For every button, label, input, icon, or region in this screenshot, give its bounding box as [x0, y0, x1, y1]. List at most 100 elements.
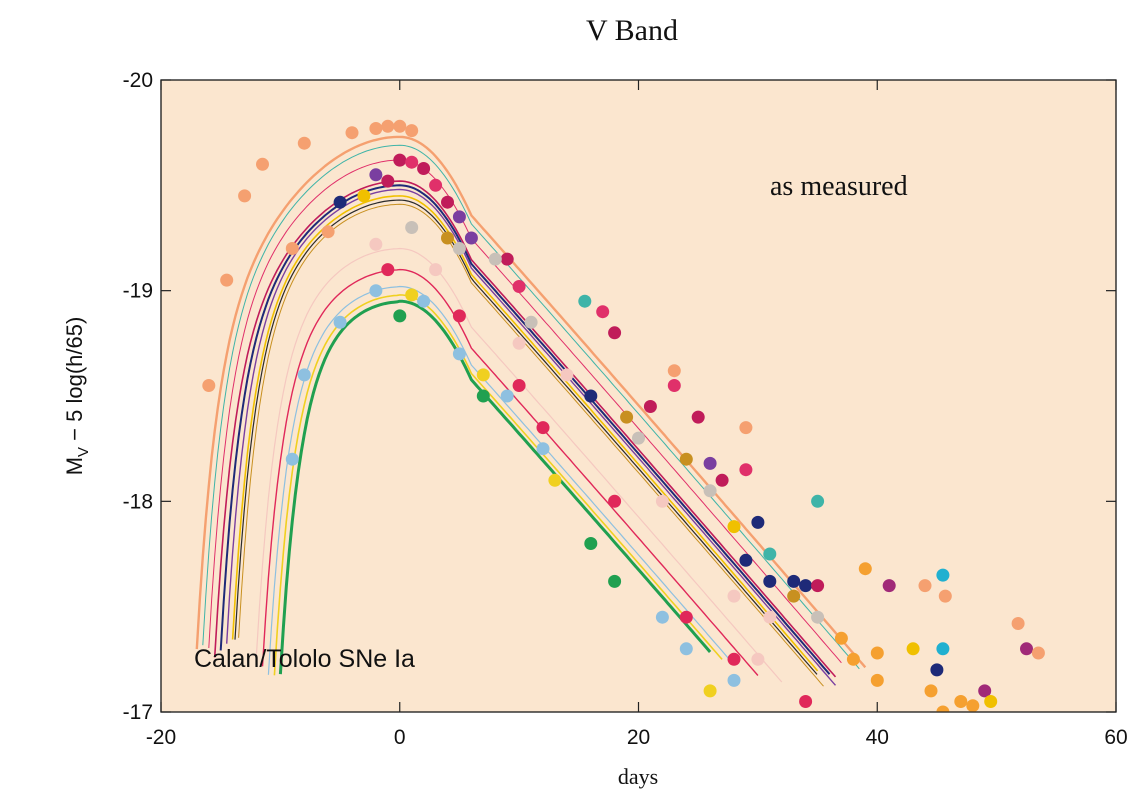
- data-point: [763, 610, 777, 624]
- light-curve-7: [234, 199, 818, 675]
- data-point: [870, 673, 884, 687]
- data-point: [679, 610, 693, 624]
- x-tick-label: 40: [866, 726, 889, 749]
- light-curve-12: [273, 294, 723, 676]
- light-curve-11: [267, 285, 735, 675]
- data-point: [369, 122, 383, 135]
- data-point: [739, 553, 753, 567]
- data-point: [333, 195, 347, 209]
- data-point: [297, 136, 311, 150]
- data-point: [333, 315, 347, 329]
- data-point: [256, 157, 269, 171]
- annotation-sample-label: Calan/Tololo SNe Ia: [194, 645, 415, 673]
- data-point: [608, 494, 622, 508]
- data-point: [620, 410, 634, 424]
- data-point: [787, 589, 801, 603]
- y-tick-label: -17: [123, 701, 153, 724]
- data-point: [846, 652, 860, 666]
- x-axis-label: days: [618, 764, 658, 789]
- data-point: [727, 673, 741, 687]
- x-tick-label: 60: [1104, 726, 1127, 749]
- y-label-sub: V: [75, 447, 92, 457]
- data-point: [727, 520, 741, 534]
- data-point: [799, 579, 813, 593]
- data-point: [691, 410, 705, 424]
- light-curve-6: [231, 195, 819, 672]
- data-point: [500, 389, 514, 403]
- annotation-as-measured: as measured: [770, 171, 908, 202]
- data-point: [739, 421, 753, 435]
- data-point: [321, 225, 335, 239]
- data-point: [936, 705, 950, 712]
- light-curve-13: [278, 299, 712, 675]
- data-point: [512, 280, 526, 293]
- data-point: [679, 452, 693, 466]
- data-point: [220, 273, 234, 287]
- data-point: [1020, 642, 1033, 656]
- data-point: [834, 631, 848, 645]
- data-point: [524, 315, 538, 329]
- data-point: [918, 579, 932, 593]
- plot-area: [160, 79, 1117, 713]
- light-curve-5: [226, 188, 837, 686]
- data-point: [667, 379, 681, 392]
- data-point: [787, 574, 801, 588]
- light-curve-8: [238, 203, 824, 687]
- data-point: [202, 379, 216, 392]
- y-label-main: M: [62, 457, 87, 475]
- y-axis-label: MV − 5 log(h/65): [62, 317, 92, 476]
- data-point: [381, 263, 395, 277]
- data-point: [297, 368, 311, 382]
- data-point: [452, 347, 466, 361]
- data-point: [763, 547, 777, 561]
- data-point: [978, 684, 992, 698]
- light-curve-0: [195, 135, 867, 669]
- data-point: [1031, 646, 1045, 660]
- data-point: [417, 162, 431, 175]
- data-point: [369, 284, 383, 298]
- data-point: [405, 221, 419, 234]
- data-point: [548, 473, 562, 487]
- data-point: [488, 252, 502, 266]
- data-point: [369, 237, 383, 251]
- data-point: [476, 389, 490, 403]
- data-point: [882, 579, 896, 593]
- x-tick-label: -20: [146, 726, 176, 749]
- data-point: [452, 309, 466, 323]
- data-point: [441, 195, 454, 209]
- data-point: [763, 574, 777, 588]
- data-point: [679, 642, 693, 656]
- data-point: [512, 379, 526, 392]
- data-point: [536, 421, 550, 435]
- data-point: [405, 288, 419, 302]
- data-point: [452, 210, 466, 224]
- data-point: [393, 153, 407, 167]
- data-point: [429, 178, 443, 192]
- data-point: [536, 442, 550, 456]
- data-point: [727, 589, 741, 603]
- data-point: [906, 642, 920, 656]
- data-point: [584, 537, 598, 550]
- data-point: [703, 684, 717, 698]
- data-point: [984, 695, 998, 708]
- data-point: [405, 155, 419, 169]
- y-tick-label: -19: [123, 280, 153, 303]
- data-point: [578, 294, 592, 308]
- data-point: [655, 610, 669, 624]
- data-point: [357, 189, 371, 203]
- data-point: [381, 119, 395, 133]
- data-point: [667, 364, 681, 378]
- y-tick-label: -20: [123, 69, 153, 92]
- data-point: [954, 695, 968, 708]
- data-point: [938, 589, 952, 603]
- data-point: [936, 642, 950, 656]
- data-point: [584, 389, 598, 403]
- data-point: [596, 305, 610, 319]
- data-point: [703, 456, 717, 470]
- data-point: [811, 610, 825, 624]
- data-point: [476, 368, 490, 382]
- data-point: [632, 431, 645, 445]
- data-point: [703, 484, 717, 498]
- data-point: [608, 326, 622, 340]
- light-curve-1: [202, 144, 860, 670]
